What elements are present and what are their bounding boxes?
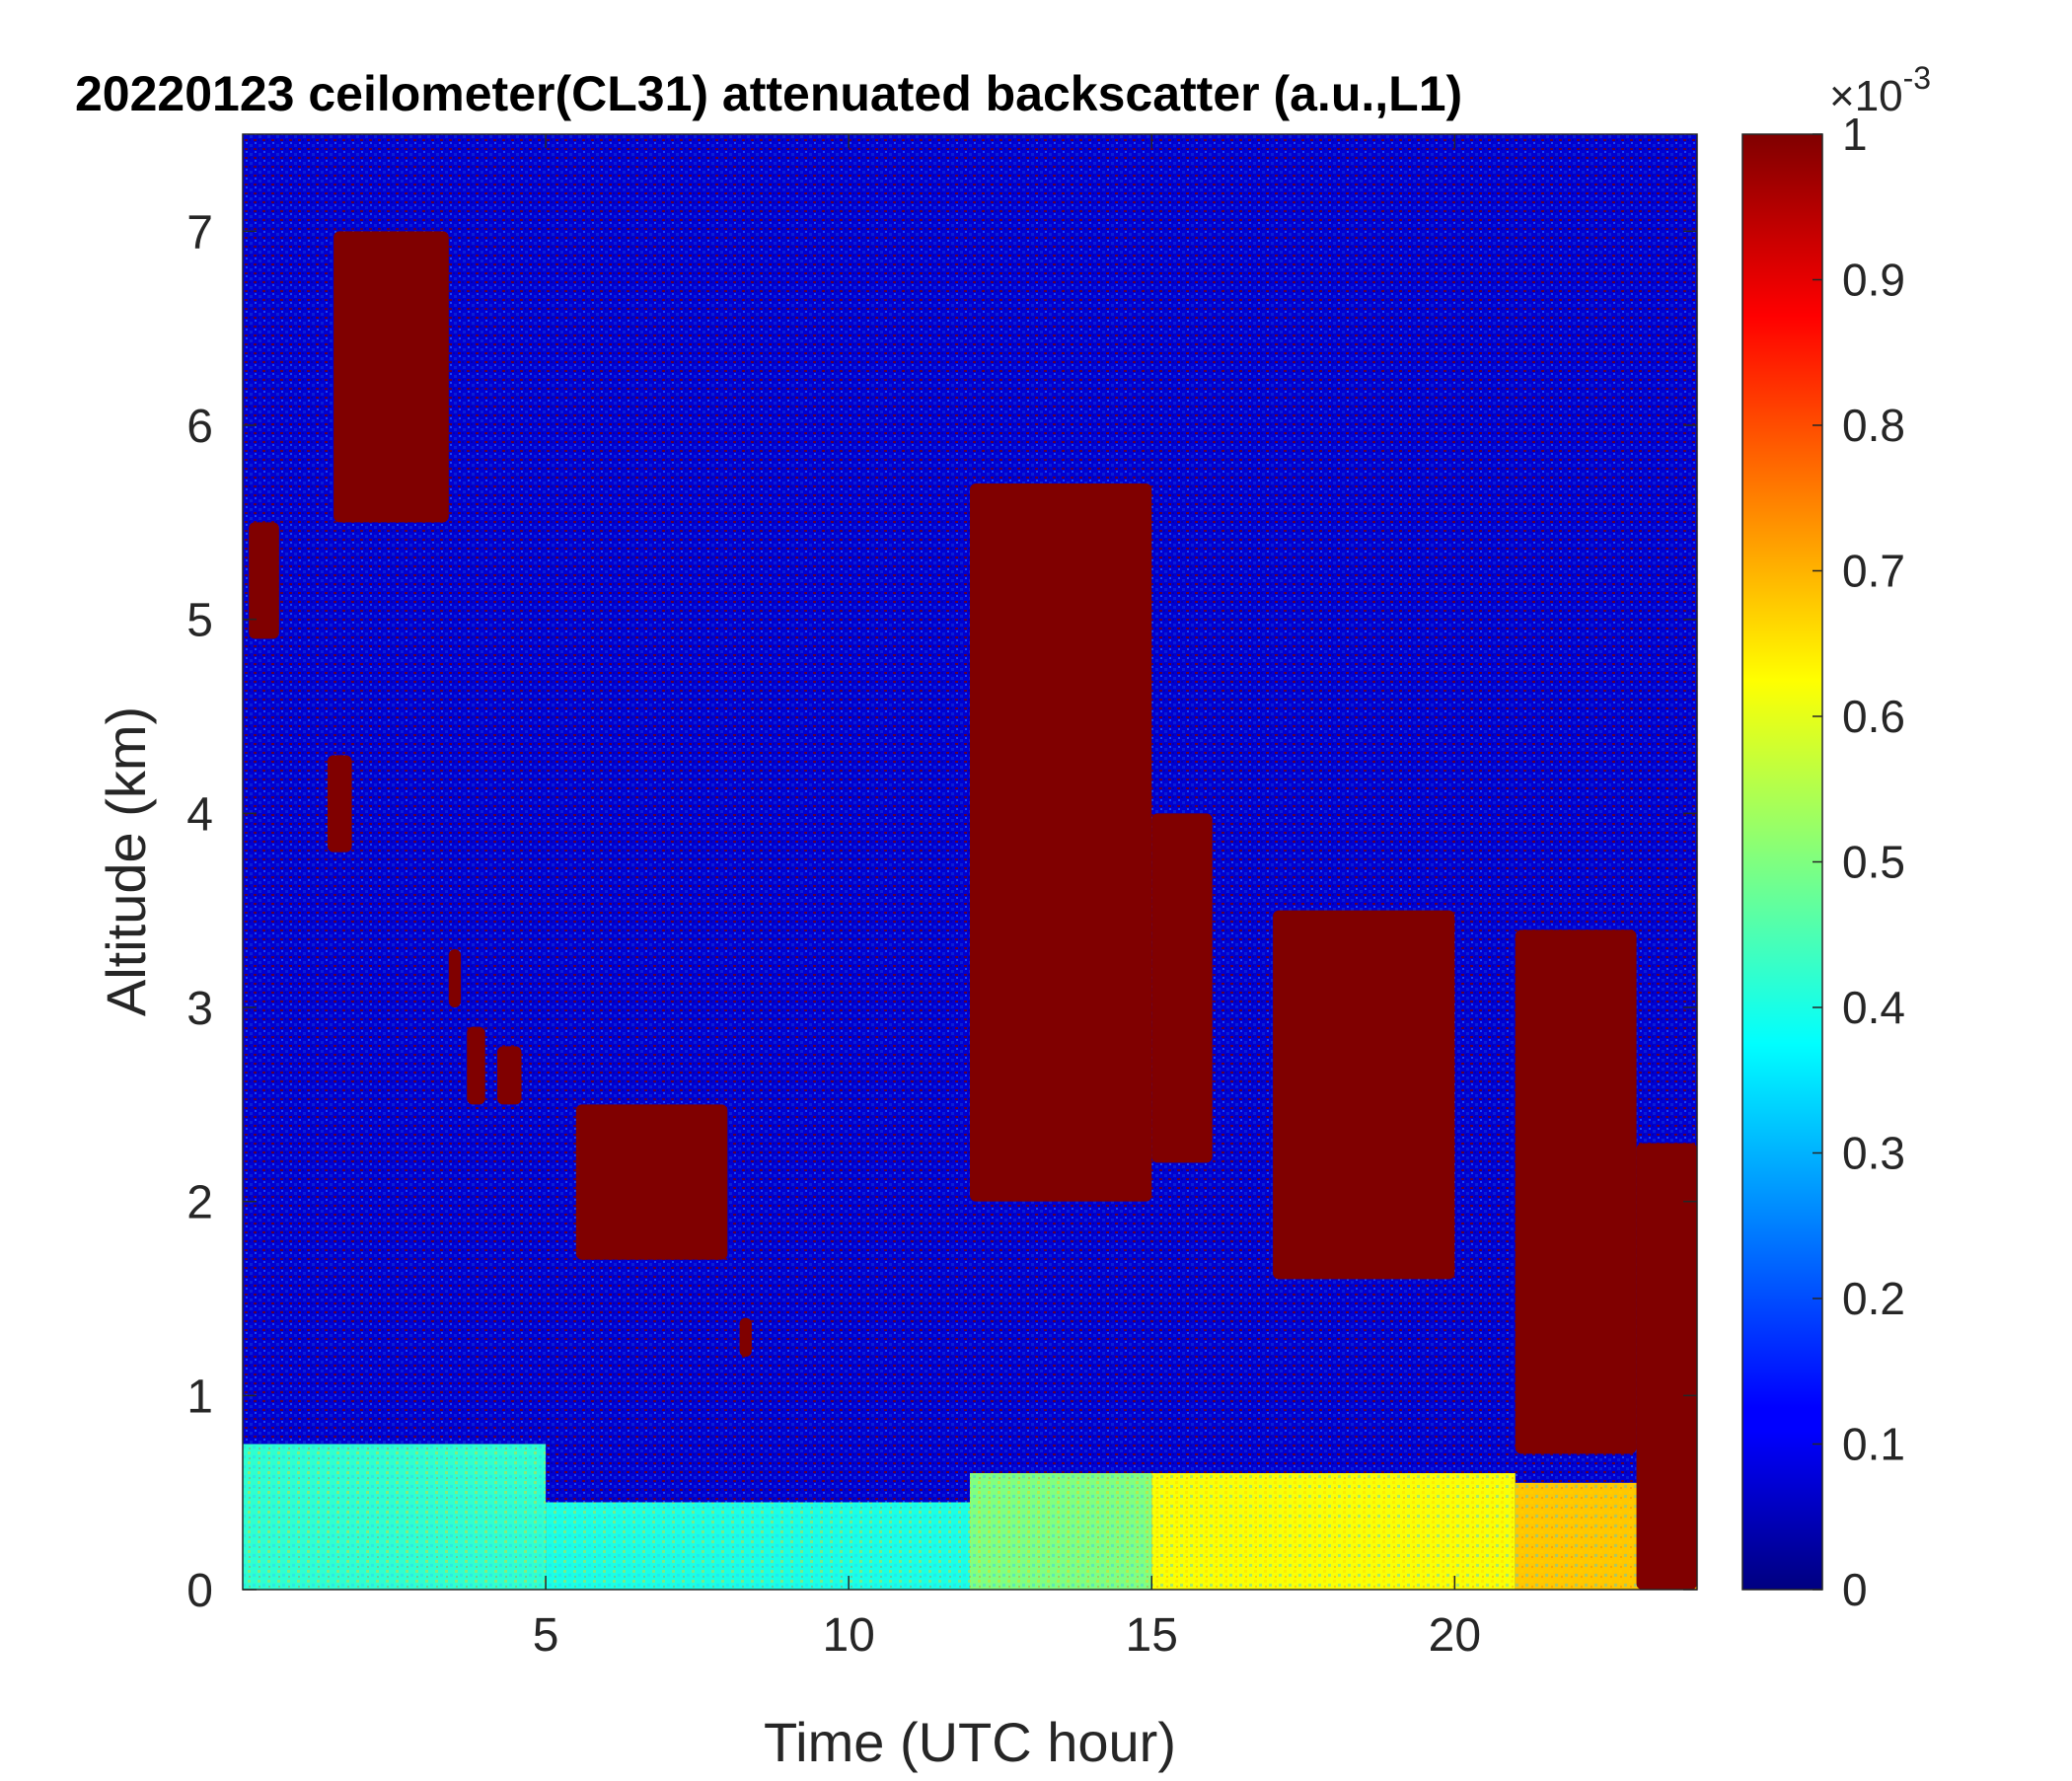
cloud-feature — [970, 483, 1152, 1202]
cloud-feature — [496, 1046, 522, 1105]
y-tick-label: 2 — [186, 1177, 213, 1229]
colorbar-tick-label: 0.6 — [1842, 691, 1905, 742]
colorbar: 0 0.1 0.2 0.3 0.4 0.5 0.6 0.7 0.8 0.9 1 ×10-3 — [1741, 60, 1931, 1615]
x-axis: 5 10 15 20 — [533, 134, 1481, 1662]
colorbar-tick-label: 0.7 — [1842, 546, 1905, 597]
colorbar-tick-label: 0.8 — [1842, 400, 1905, 451]
chart-title: 20220123 ceilometer(CL31) attenuated bac… — [75, 66, 1462, 121]
x-tick-label: 5 — [533, 1609, 559, 1662]
colorbar-tick-label: 0.5 — [1842, 837, 1905, 888]
cloud-feature — [739, 1317, 752, 1357]
cloud-feature — [1636, 1143, 1697, 1590]
surface-layer-texture — [243, 1444, 547, 1590]
x-axis-label: Time (UTC hour) — [764, 1711, 1176, 1773]
x-tick-label: 15 — [1126, 1609, 1178, 1662]
cloud-feature — [1515, 929, 1637, 1454]
plot-frame — [242, 133, 1698, 1591]
x-tick-label: 10 — [822, 1609, 874, 1662]
colorbar-tick-label: 0.3 — [1842, 1128, 1905, 1179]
cloud-feature — [333, 231, 449, 523]
cloud-layer — [249, 231, 1697, 1590]
y-tick-label: 7 — [186, 206, 213, 259]
y-tick-label: 1 — [186, 1371, 213, 1423]
surface-layer-texture — [1151, 1473, 1516, 1590]
colorbar-ticks: 0 0.1 0.2 0.3 0.4 0.5 0.6 0.7 0.8 0.9 1 — [1813, 109, 1905, 1615]
colorbar-tick-label: 0.4 — [1842, 982, 1905, 1033]
cloud-feature — [575, 1104, 728, 1260]
colorbar-tick-label: 1 — [1842, 109, 1868, 160]
surface-layer-texture — [970, 1473, 1152, 1590]
cloud-feature — [249, 522, 279, 639]
x-tick-label: 20 — [1429, 1609, 1481, 1662]
y-tick-label: 3 — [186, 983, 213, 1035]
y-tick-label: 4 — [186, 788, 213, 841]
y-tick-label: 5 — [186, 595, 213, 647]
colorbar-gradient — [1741, 133, 1823, 1591]
colorbar-multiplier: ×10-3 — [1829, 60, 1931, 120]
cloud-feature — [327, 755, 352, 853]
y-axis-label: Altitude (km) — [95, 706, 157, 1016]
cloud-feature — [448, 949, 462, 1007]
cloud-feature — [1273, 910, 1455, 1280]
cloud-feature — [1151, 813, 1213, 1163]
y-tick-label: 6 — [186, 401, 213, 453]
colorbar-tick-label: 0.9 — [1842, 255, 1905, 306]
colorbar-tick-label: 0 — [1842, 1564, 1868, 1615]
colorbar-tick-label: 0.2 — [1842, 1273, 1905, 1324]
surface-layer-texture — [546, 1502, 970, 1590]
cloud-feature — [467, 1026, 485, 1105]
colorbar-tick-label: 0.1 — [1842, 1419, 1905, 1470]
y-tick-label: 0 — [186, 1565, 213, 1617]
y-axis: 0 1 2 3 4 5 6 7 — [186, 206, 1697, 1617]
